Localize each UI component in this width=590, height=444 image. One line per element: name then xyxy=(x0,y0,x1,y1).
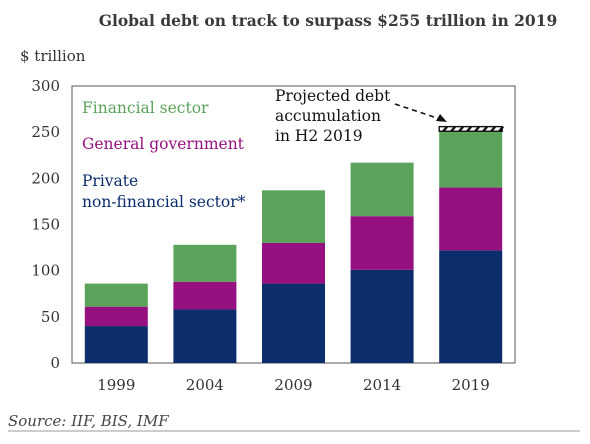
legend-private-line1: Private xyxy=(82,172,138,190)
projected-hatch xyxy=(466,125,473,133)
projection-annotation: Projected debt accumulation in H2 2019 xyxy=(275,87,447,145)
y-tick-label: 0 xyxy=(50,354,60,372)
x-axis-ticks: 1999 2004 2009 2014 2019 xyxy=(97,376,490,394)
y-tick-label: 50 xyxy=(41,308,60,326)
x-tick-label: 2009 xyxy=(274,376,312,394)
projected-hatch xyxy=(474,125,481,133)
bar-segment-government-2004 xyxy=(173,281,237,310)
source-note: Source: IIF, BIS, IMF xyxy=(8,412,169,430)
projected-hatch xyxy=(490,125,497,133)
bar-segment-government-2014 xyxy=(350,216,414,270)
legend-financial: Financial sector xyxy=(82,99,209,117)
y-tick-label: 250 xyxy=(31,123,60,141)
bars xyxy=(84,125,505,363)
annotation-arrow-head xyxy=(436,114,447,122)
x-tick-label: 2004 xyxy=(186,376,224,394)
bar-segment-government-2009 xyxy=(262,242,325,284)
bar-segment-financial-1999 xyxy=(84,283,148,307)
y-axis-ticks: 0 50 100 150 200 250 300 xyxy=(31,77,60,372)
bar-segment-private-1999 xyxy=(84,326,148,363)
legend-government: General government xyxy=(82,135,245,153)
annotation-line3: in H2 2019 xyxy=(275,127,363,145)
x-tick-label: 2019 xyxy=(452,376,490,394)
y-tick-label: 100 xyxy=(31,262,60,280)
y-axis-label: $ trillion xyxy=(20,47,86,65)
annotation-arrow-line xyxy=(394,103,441,120)
projected-hatch xyxy=(482,125,489,133)
bar-segment-government-2019 xyxy=(439,187,503,251)
x-tick-label: 2014 xyxy=(363,376,401,394)
bar-segment-private-2019 xyxy=(439,250,503,363)
annotation-line2: accumulation xyxy=(275,107,381,125)
bar-segment-financial-2009 xyxy=(262,190,325,243)
annotation-line1: Projected debt xyxy=(275,87,391,105)
legend-private-line2: non-financial sector* xyxy=(82,193,246,211)
x-tick-label: 1999 xyxy=(97,376,135,394)
bar-segment-private-2014 xyxy=(350,269,414,363)
bar-segment-government-1999 xyxy=(84,306,148,327)
legend: Financial sector General government Priv… xyxy=(82,99,246,211)
chart-title: Global debt on track to surpass $255 tri… xyxy=(99,11,558,30)
bar-segment-financial-2004 xyxy=(173,244,237,282)
bar-segment-financial-2019 xyxy=(439,131,503,188)
bar-segment-private-2004 xyxy=(173,309,237,363)
bar-segment-private-2009 xyxy=(262,283,325,363)
projected-hatch xyxy=(442,125,449,133)
y-tick-label: 300 xyxy=(31,77,60,95)
y-tick-label: 150 xyxy=(31,216,60,234)
projected-hatch xyxy=(450,125,457,133)
y-tick-label: 200 xyxy=(31,169,60,187)
projected-hatch xyxy=(458,125,465,133)
projected-hatch xyxy=(498,125,505,133)
bar-segment-financial-2014 xyxy=(350,162,414,217)
